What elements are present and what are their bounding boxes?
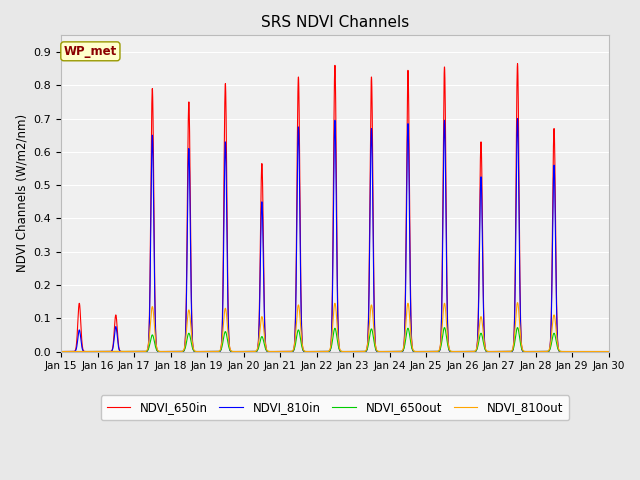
NDVI_650in [488,348,496,354]
NDVI_810in [411,348,419,354]
NDVI_650in [262,346,270,351]
NDVI_650in [411,348,419,354]
Line: NDVI_650in: NDVI_650in [61,64,609,351]
NDVI_650in [168,348,176,354]
NDVI_810out [411,348,419,354]
NDVI_650in [57,348,65,354]
NDVI_810in [514,116,522,121]
NDVI_810in [168,348,176,354]
NDVI_650in [605,348,612,354]
NDVI_650in [514,61,522,67]
NDVI_810out [57,348,65,354]
Title: SRS NDVI Channels: SRS NDVI Channels [260,15,409,30]
NDVI_650out [411,348,419,354]
NDVI_650out [488,348,496,354]
NDVI_650out [605,348,612,354]
Line: NDVI_650out: NDVI_650out [61,327,609,351]
Legend: NDVI_650in, NDVI_810in, NDVI_650out, NDVI_810out: NDVI_650in, NDVI_810in, NDVI_650out, NDV… [100,396,569,420]
NDVI_650out [603,348,611,354]
NDVI_650out [168,348,176,354]
NDVI_810out [262,345,270,350]
NDVI_810out [168,348,176,354]
NDVI_650out [174,348,182,354]
NDVI_810in [605,348,612,354]
NDVI_810in [174,348,182,354]
NDVI_650in [603,348,611,354]
Line: NDVI_810out: NDVI_810out [61,302,609,351]
NDVI_810out [603,348,611,354]
NDVI_810in [488,348,496,354]
Y-axis label: NDVI Channels (W/m2/nm): NDVI Channels (W/m2/nm) [15,114,28,273]
NDVI_650in [174,348,182,354]
NDVI_650out [57,348,65,354]
NDVI_810in [603,348,611,354]
NDVI_810out [174,348,182,354]
NDVI_810in [262,346,270,352]
NDVI_810out [488,348,496,354]
Text: WP_met: WP_met [64,45,117,58]
NDVI_810in [57,348,65,354]
NDVI_810out [514,300,522,305]
NDVI_650out [514,324,522,330]
NDVI_650out [262,347,270,353]
NDVI_810out [605,348,612,354]
Line: NDVI_810in: NDVI_810in [61,119,609,351]
